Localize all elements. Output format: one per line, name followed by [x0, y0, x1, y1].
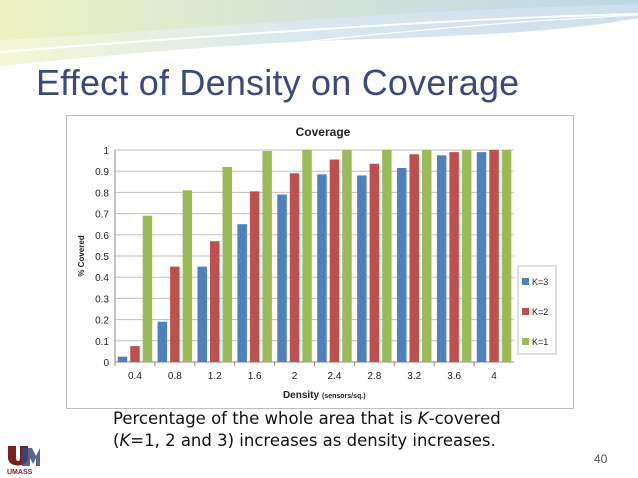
- logo-text: UMASS: [7, 469, 33, 476]
- bar-k2-4: [489, 150, 499, 362]
- umass-logo-icon: UMASS: [7, 446, 40, 476]
- bar-k3-2: [277, 194, 287, 362]
- bar-k2-3.2: [409, 154, 419, 362]
- caption-italic-k2: K: [119, 431, 131, 450]
- y-tick-label: 0.2: [95, 316, 109, 327]
- bar-k3-2.8: [357, 175, 367, 362]
- chart-title: Coverage: [296, 125, 351, 139]
- bar-k1-2.4: [342, 150, 352, 362]
- x-tick-label: 2.4: [327, 371, 341, 382]
- x-axis-label-sub: (sensors/sq.): [322, 393, 366, 400]
- x-tick-label: 2.8: [367, 371, 381, 382]
- legend-label: K=1: [532, 337, 548, 347]
- y-tick-label: 1: [103, 146, 109, 157]
- x-tick-label: 4: [491, 371, 497, 382]
- x-tick-label: 3.2: [407, 371, 421, 382]
- legend-label: K=3: [532, 277, 548, 287]
- bar-k1-4: [501, 150, 512, 362]
- bar-k2-2.8: [369, 163, 380, 362]
- caption-text-2: -covered: [428, 409, 501, 428]
- y-tick-label: 0.9: [95, 167, 109, 178]
- legend-swatch-k2: [522, 308, 529, 315]
- bar-k3-2.4: [317, 174, 327, 362]
- legend-label: K=2: [532, 307, 548, 317]
- caption-text-3: (: [113, 431, 120, 450]
- bar-k2-0.4: [130, 346, 140, 362]
- bar-k1-0.8: [182, 190, 193, 362]
- x-axis-label: Density: [283, 390, 320, 401]
- y-tick-label: 0.5: [95, 252, 109, 263]
- slide-caption: Percentage of the whole area that is K-c…: [113, 408, 553, 452]
- x-tick-label: 1.2: [208, 371, 222, 382]
- y-tick-label: 0.4: [95, 273, 109, 284]
- bar-k2-3.6: [449, 152, 459, 362]
- y-tick-label: 0.3: [95, 294, 109, 305]
- bar-k3-0.8: [157, 321, 168, 362]
- bar-k1-1.6: [262, 151, 272, 362]
- header-swoosh-decoration: [0, 0, 638, 66]
- bar-k3-1.6: [237, 224, 247, 362]
- bar-k1-2.8: [382, 150, 392, 362]
- chart-container: Coverage 0 0.1 0.2 0.3 0.4 0.5 0.6 0.7 0.8 0.9 1 0.4…: [66, 115, 574, 409]
- bar-k2-1.2: [210, 241, 220, 362]
- x-tick-label: 0.4: [128, 371, 142, 382]
- x-tick-label: 3.6: [447, 371, 461, 382]
- legend-swatch-k3: [522, 278, 529, 285]
- bar-k1-1.2: [222, 166, 232, 362]
- bar-k3-3.2: [397, 168, 407, 362]
- bar-k2-2.4: [329, 159, 340, 362]
- coverage-bar-chart: Coverage 0 0.1 0.2 0.3 0.4 0.5 0.6 0.7 0.8 0.9 1 0.4…: [77, 125, 557, 401]
- y-tick-label: 0: [103, 358, 109, 369]
- bar-k2-2: [289, 173, 300, 362]
- x-tick-label: 0.8: [168, 371, 182, 382]
- y-tick-label: 0.6: [95, 231, 109, 242]
- x-tick-label: 1.6: [248, 371, 262, 382]
- bar-k3-4: [476, 152, 487, 362]
- bar-k1-2: [302, 150, 312, 362]
- bar-k1-3.6: [461, 150, 472, 362]
- bar-k1-0.4: [142, 215, 153, 362]
- bar-k2-0.8: [170, 266, 180, 362]
- caption-text-4: =1, 2 and 3) increases as density increa…: [130, 431, 496, 450]
- bar-k1-3.2: [422, 150, 432, 362]
- caption-italic-k: K: [417, 409, 429, 428]
- slide-title: Effect of Density on Coverage: [36, 62, 520, 103]
- y-axis-label: % Covered: [77, 235, 86, 276]
- page-number: 40: [594, 452, 608, 466]
- bar-k2-1.6: [249, 191, 260, 362]
- y-tick-label: 0.8: [95, 188, 109, 199]
- x-tick-label: 2: [292, 371, 298, 382]
- bar-k3-0.4: [117, 356, 128, 362]
- y-tick-label: 0.1: [95, 337, 109, 348]
- caption-text-1: Percentage of the whole area that is: [113, 409, 418, 428]
- legend-swatch-k1: [522, 338, 529, 345]
- bar-k3-1.2: [197, 266, 207, 362]
- bar-k3-3.6: [436, 155, 447, 362]
- y-tick-label: 0.7: [95, 210, 109, 221]
